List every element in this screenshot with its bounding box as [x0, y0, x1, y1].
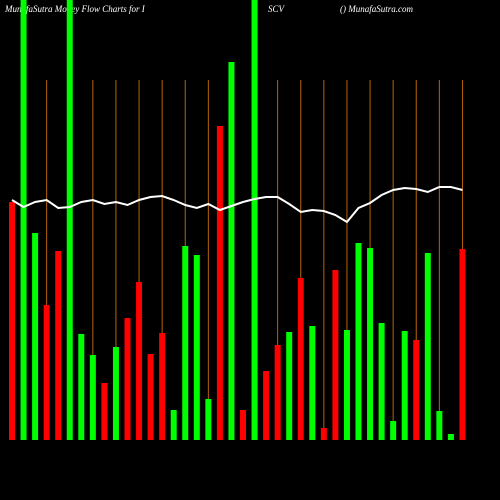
bar	[367, 248, 374, 440]
chart-title: () MunafaSutra.com	[340, 4, 413, 14]
bar	[447, 434, 454, 440]
bar	[170, 410, 177, 440]
bar	[309, 326, 316, 440]
bar	[401, 331, 408, 440]
bar	[147, 354, 154, 440]
bar	[32, 233, 39, 440]
bar	[274, 345, 281, 440]
bar	[378, 323, 385, 440]
bar	[413, 340, 420, 440]
bar	[332, 270, 339, 440]
chart-title: SCV	[268, 4, 286, 14]
line	[11, 186, 463, 224]
bar	[55, 251, 62, 440]
bar	[216, 126, 223, 440]
bar	[263, 371, 270, 440]
bar	[355, 243, 362, 440]
bar	[136, 282, 143, 440]
bar	[424, 253, 431, 440]
bar	[343, 330, 350, 440]
bar	[78, 334, 85, 440]
bar	[43, 305, 50, 440]
bar	[66, 0, 73, 440]
bar	[390, 421, 397, 440]
bar	[459, 249, 466, 440]
bar	[112, 347, 119, 440]
bar	[240, 410, 246, 440]
bar	[436, 411, 443, 440]
bar	[251, 0, 258, 440]
bar	[297, 278, 304, 440]
bar	[205, 399, 212, 440]
bar	[182, 246, 189, 440]
bar	[101, 383, 108, 440]
chart-title: MunafaSutra Money Flow Charts for I	[4, 4, 146, 14]
bar	[20, 0, 27, 440]
bar	[159, 333, 166, 440]
bar	[193, 255, 200, 440]
bar	[228, 62, 235, 440]
bar	[320, 428, 327, 440]
bar	[89, 355, 96, 440]
bar	[9, 202, 15, 440]
bar	[124, 318, 131, 440]
bar	[286, 332, 293, 440]
